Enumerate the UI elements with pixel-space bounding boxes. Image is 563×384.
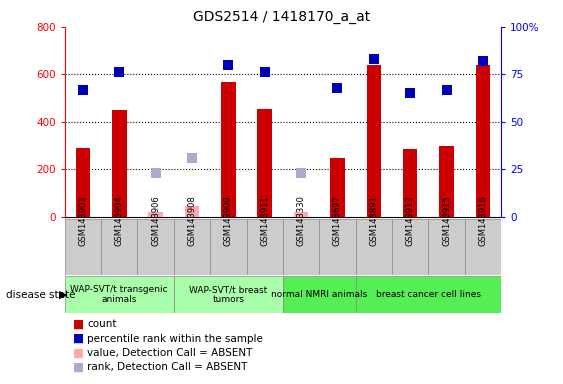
Bar [101, 219, 137, 275]
Bar [356, 219, 392, 275]
Text: GSM143908: GSM143908 [187, 195, 196, 246]
Text: ■: ■ [73, 318, 84, 331]
Text: ▶: ▶ [59, 290, 68, 300]
Text: rank, Detection Call = ABSENT: rank, Detection Call = ABSENT [87, 362, 248, 372]
Bar [319, 219, 356, 275]
Bar [330, 157, 345, 217]
Bar [247, 219, 283, 275]
Point [78, 86, 87, 93]
Text: value, Detection Call = ABSENT: value, Detection Call = ABSENT [87, 348, 253, 358]
Text: GSM143904: GSM143904 [115, 195, 124, 246]
Bar [75, 148, 90, 217]
Text: normal NMRI animals: normal NMRI animals [271, 290, 368, 299]
Text: breast cancer cell lines: breast cancer cell lines [376, 290, 481, 299]
Bar [65, 276, 174, 313]
Bar [439, 146, 454, 217]
Bar [210, 219, 247, 275]
Point [479, 58, 488, 64]
Text: ■: ■ [73, 361, 84, 374]
Bar [65, 219, 101, 275]
Bar [185, 206, 199, 217]
Text: GSM143916: GSM143916 [479, 195, 488, 246]
Bar [367, 65, 381, 217]
Bar [428, 219, 464, 275]
Point [297, 170, 306, 176]
Text: WAP-SVT/t breast
tumors: WAP-SVT/t breast tumors [189, 285, 267, 305]
Bar [392, 219, 428, 275]
Point [442, 86, 451, 93]
Text: GSM143906: GSM143906 [151, 195, 160, 246]
Bar [464, 219, 501, 275]
Bar [283, 276, 356, 313]
Text: GSM143330: GSM143330 [297, 195, 306, 246]
Bar [403, 149, 417, 217]
Bar [283, 219, 319, 275]
Text: GSM143903: GSM143903 [78, 195, 87, 246]
Text: ■: ■ [73, 332, 84, 345]
Bar [137, 219, 174, 275]
Point [187, 155, 196, 161]
Point [333, 84, 342, 91]
Text: GSM143915: GSM143915 [442, 195, 451, 246]
Bar [174, 276, 283, 313]
Text: GSM143913: GSM143913 [406, 195, 415, 246]
Bar [149, 212, 163, 217]
Point [260, 70, 269, 76]
Bar [174, 219, 210, 275]
Bar [356, 276, 501, 313]
Point [224, 62, 233, 68]
Bar [257, 109, 272, 217]
Text: percentile rank within the sample: percentile rank within the sample [87, 334, 263, 344]
Bar [112, 110, 127, 217]
Point [151, 170, 160, 176]
Text: WAP-SVT/t transgenic
animals: WAP-SVT/t transgenic animals [70, 285, 168, 305]
Text: GSM143891: GSM143891 [369, 195, 378, 246]
Text: GSM143911: GSM143911 [260, 195, 269, 246]
Text: GSM143909: GSM143909 [224, 195, 233, 246]
Text: GDS2514 / 1418170_a_at: GDS2514 / 1418170_a_at [193, 10, 370, 23]
Bar [294, 212, 309, 217]
Text: count: count [87, 319, 117, 329]
Bar [221, 81, 236, 217]
Point [369, 56, 378, 62]
Point [406, 90, 415, 96]
Text: disease state: disease state [6, 290, 75, 300]
Bar [476, 65, 490, 217]
Point [115, 70, 124, 76]
Text: GSM143697: GSM143697 [333, 195, 342, 246]
Text: ■: ■ [73, 346, 84, 359]
